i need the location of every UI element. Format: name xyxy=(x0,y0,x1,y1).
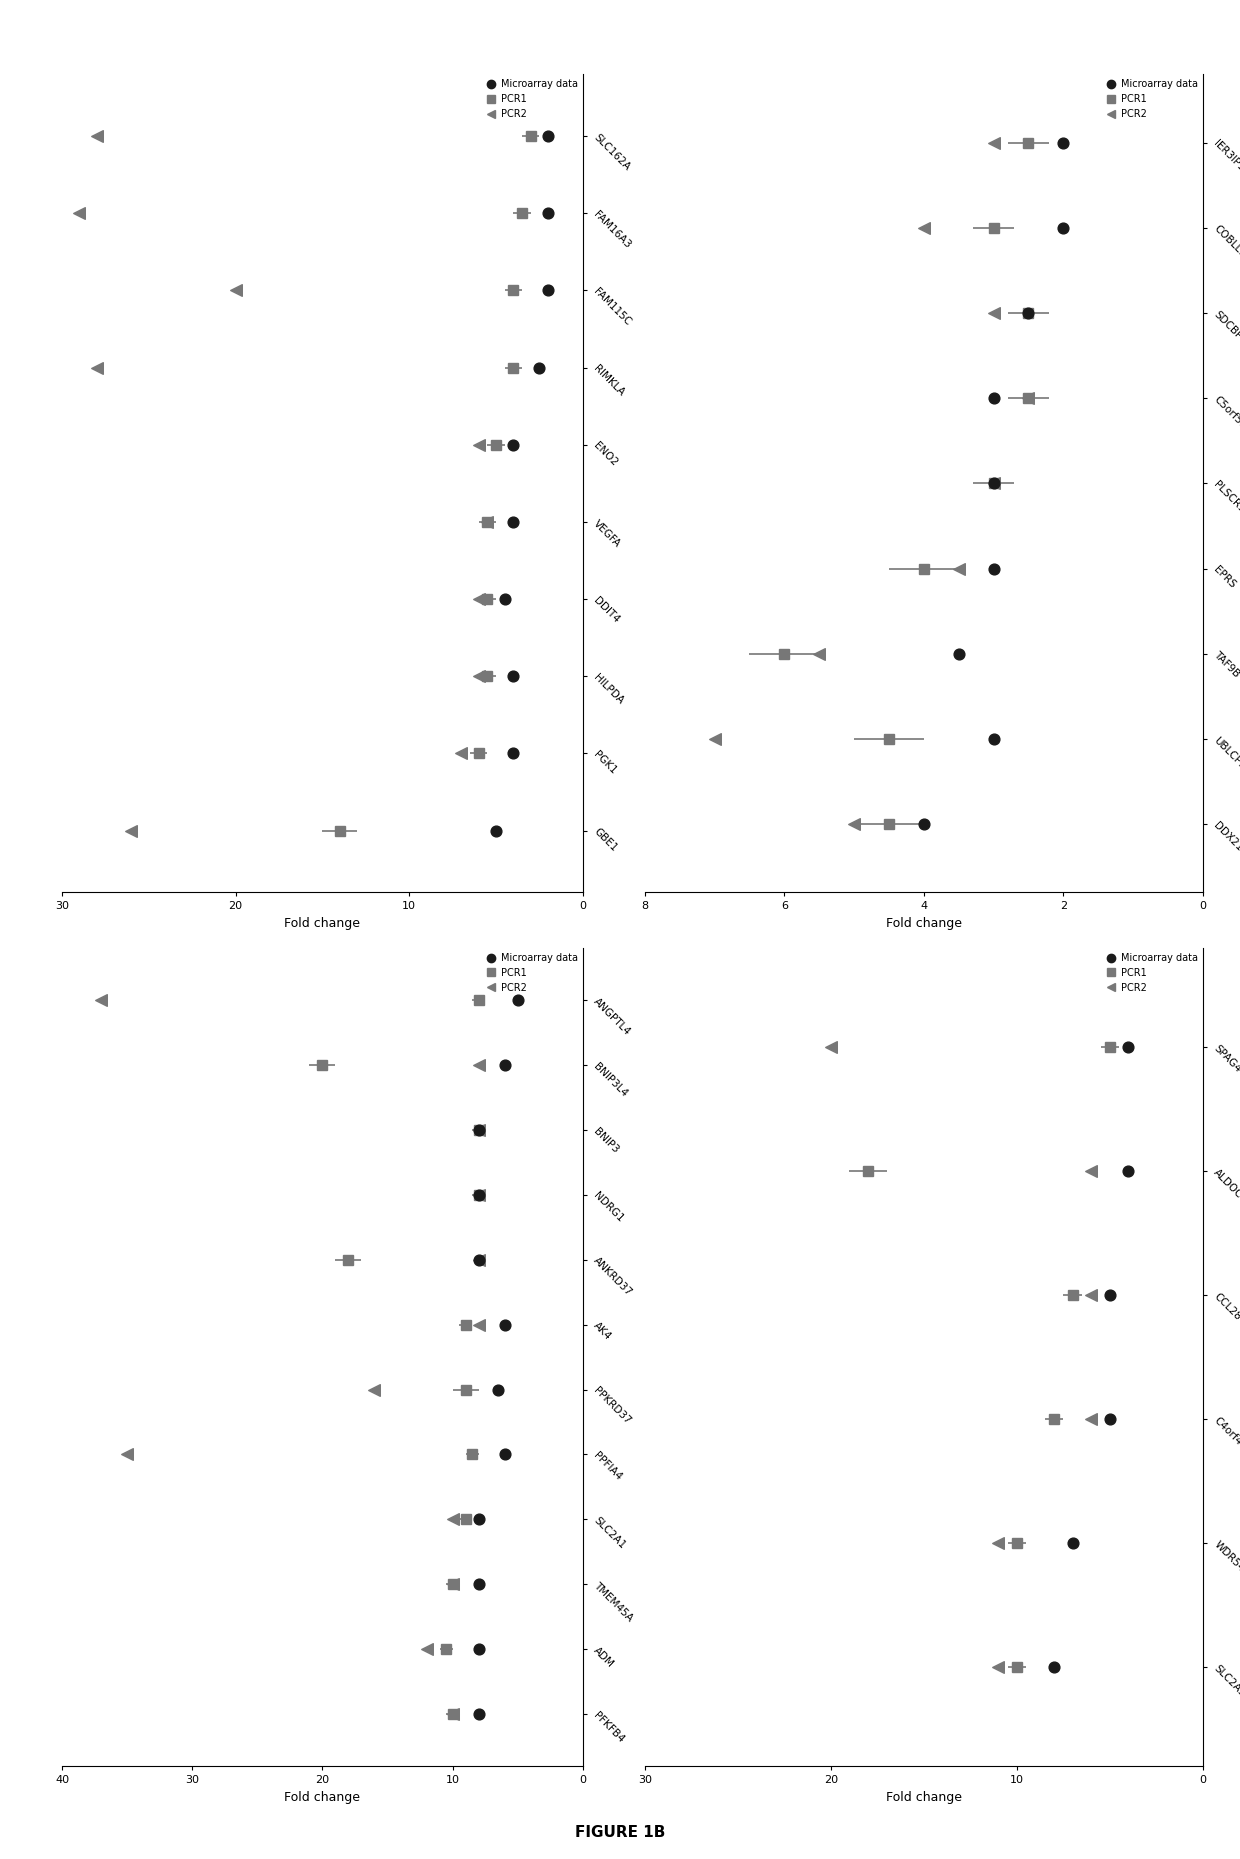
Point xyxy=(117,1439,136,1469)
X-axis label: Fold change: Fold change xyxy=(885,916,962,930)
Point xyxy=(503,662,523,692)
Point xyxy=(469,429,489,459)
X-axis label: Fold change: Fold change xyxy=(885,1790,962,1803)
Point xyxy=(538,275,558,305)
Point xyxy=(495,1439,515,1469)
Point xyxy=(1018,383,1038,413)
Point xyxy=(810,639,830,669)
Point xyxy=(1081,1156,1101,1186)
Legend: Microarray data, PCR1, PCR2: Microarray data, PCR1, PCR2 xyxy=(1106,954,1198,993)
Point xyxy=(538,199,558,229)
Point xyxy=(495,584,515,613)
Point xyxy=(503,738,523,768)
Point xyxy=(495,1050,515,1080)
Point xyxy=(983,723,1003,755)
Point xyxy=(1118,1156,1138,1186)
Point xyxy=(365,1374,384,1404)
Point xyxy=(443,1569,463,1599)
Point xyxy=(469,1115,489,1145)
Point xyxy=(443,1504,463,1534)
Point xyxy=(91,985,110,1015)
Point xyxy=(529,353,549,383)
Point xyxy=(469,1180,489,1210)
Point xyxy=(1118,1032,1138,1061)
Legend: Microarray data, PCR1, PCR2: Microarray data, PCR1, PCR2 xyxy=(486,954,578,993)
X-axis label: Fold change: Fold change xyxy=(284,1790,361,1803)
Point xyxy=(1018,297,1038,327)
Point xyxy=(469,1569,489,1599)
Point xyxy=(844,809,864,838)
Point xyxy=(914,214,934,244)
Point xyxy=(469,1115,489,1145)
Point xyxy=(988,1653,1008,1682)
Point xyxy=(1081,1281,1101,1311)
Point xyxy=(1053,128,1073,158)
Point xyxy=(983,297,1003,327)
Point xyxy=(469,1180,489,1210)
Point xyxy=(495,1311,515,1340)
Point xyxy=(469,1634,489,1664)
Point xyxy=(489,1374,508,1404)
Point xyxy=(69,199,89,229)
Point xyxy=(914,809,934,838)
Point xyxy=(983,383,1003,413)
Point xyxy=(486,816,506,846)
Point xyxy=(503,508,523,537)
Point xyxy=(226,275,246,305)
Point xyxy=(469,1311,489,1340)
Point xyxy=(538,121,558,151)
Point xyxy=(983,468,1003,498)
Point xyxy=(507,985,527,1015)
X-axis label: Fold change: Fold change xyxy=(284,916,361,930)
Point xyxy=(983,554,1003,584)
Point xyxy=(469,1246,489,1275)
Text: FIGURE 1B: FIGURE 1B xyxy=(575,1826,665,1840)
Point xyxy=(469,1699,489,1729)
Legend: Microarray data, PCR1, PCR2: Microarray data, PCR1, PCR2 xyxy=(1106,80,1198,119)
Point xyxy=(1100,1404,1120,1433)
Point xyxy=(983,468,1003,498)
Legend: Microarray data, PCR1, PCR2: Microarray data, PCR1, PCR2 xyxy=(486,80,578,119)
Point xyxy=(1063,1528,1083,1558)
Point xyxy=(949,554,968,584)
Point xyxy=(87,353,107,383)
Point xyxy=(1100,1281,1120,1311)
Point xyxy=(451,738,471,768)
Point xyxy=(469,584,489,613)
Point xyxy=(1044,1653,1064,1682)
Point xyxy=(503,429,523,459)
Point xyxy=(983,128,1003,158)
Point xyxy=(87,121,107,151)
Point xyxy=(1053,214,1073,244)
Point xyxy=(988,1528,1008,1558)
Point xyxy=(1081,1404,1101,1433)
Point xyxy=(443,1699,463,1729)
Point xyxy=(469,662,489,692)
Point xyxy=(469,1504,489,1534)
Point xyxy=(469,1050,489,1080)
Point xyxy=(477,508,497,537)
Point xyxy=(821,1032,841,1061)
Point xyxy=(469,1246,489,1275)
Point xyxy=(949,639,968,669)
Point xyxy=(417,1634,436,1664)
Point xyxy=(122,816,141,846)
Point xyxy=(704,723,724,755)
